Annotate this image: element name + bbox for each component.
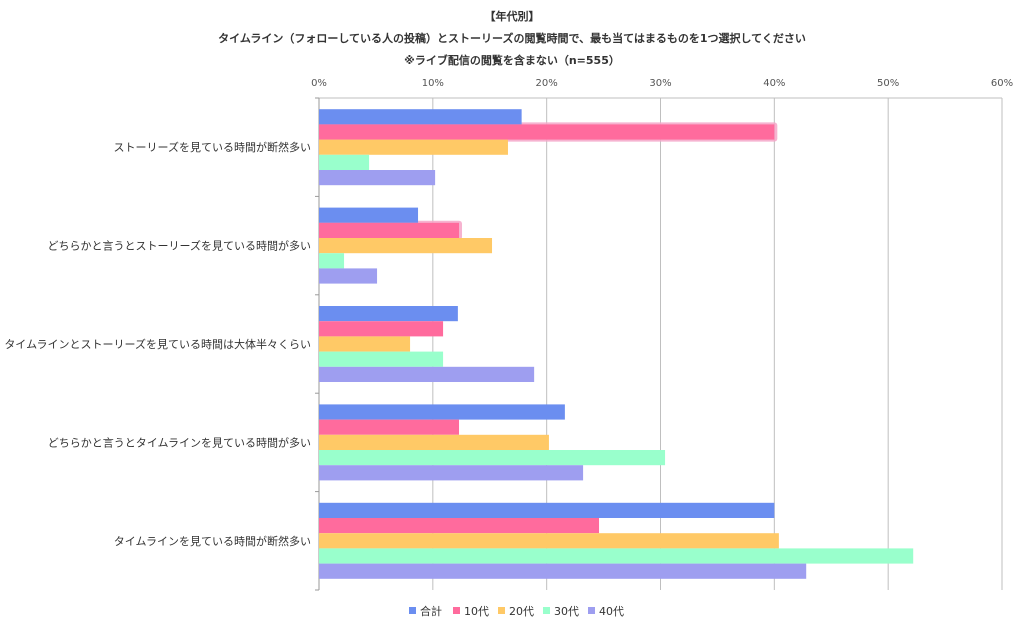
category-label: どちらかと言うとストーリーズを見ている時間が多い xyxy=(48,239,311,253)
chart-title: 【年代別】 xyxy=(485,9,540,23)
x-tick-label: 20% xyxy=(536,78,558,89)
bar xyxy=(319,154,370,170)
category-label: タイムラインとストーリーズを見ている時間は大体半々くらい xyxy=(4,337,311,351)
category-label: タイムラインを見ている時間が断然多い xyxy=(114,534,311,548)
category-labels: ストーリーズを見ている時間が断然多いどちらかと言うとストーリーズを見ている時間が… xyxy=(4,140,311,548)
bar xyxy=(319,533,779,549)
bar xyxy=(319,268,378,284)
legend-label: 10代 xyxy=(464,605,489,618)
legend-swatch xyxy=(543,607,550,614)
bar xyxy=(319,109,522,125)
bar xyxy=(319,253,345,269)
chart-subtitle: タイムライン（フォローしている人の投稿）とストーリーズの閲覧時間で、最も当てはま… xyxy=(218,31,806,45)
legend-label: 30代 xyxy=(554,605,579,618)
legend-swatch xyxy=(588,607,595,614)
bar xyxy=(319,222,460,238)
bar xyxy=(319,563,807,579)
bar xyxy=(319,124,775,140)
bar xyxy=(319,465,584,481)
legend: 合計 10代 20代 30代 40代 xyxy=(409,604,624,618)
bar xyxy=(319,238,493,254)
bar xyxy=(319,336,411,352)
bar xyxy=(319,419,460,435)
bar xyxy=(319,434,549,450)
category-label: ストーリーズを見ている時間が断然多い xyxy=(114,140,311,154)
x-tick-label: 60% xyxy=(991,78,1013,89)
chart-note: ※ライブ配信の閲覧を含まない（n=555） xyxy=(404,53,620,67)
bar xyxy=(319,306,458,322)
legend-label: 20代 xyxy=(509,605,534,618)
bar xyxy=(319,548,914,564)
bar xyxy=(319,518,600,534)
x-tick-label: 30% xyxy=(649,78,671,89)
legend-swatch xyxy=(453,607,460,614)
x-tick-label: 40% xyxy=(763,78,785,89)
bar xyxy=(319,366,535,382)
bar xyxy=(319,170,436,186)
category-label: どちらかと言うとタイムラインを見ている時間が多い xyxy=(48,435,311,449)
bar-layer xyxy=(319,109,914,579)
x-tick-label: 50% xyxy=(877,78,899,89)
bar xyxy=(319,351,444,367)
legend-label: 合計 xyxy=(420,604,442,618)
bar xyxy=(319,404,565,420)
bar xyxy=(319,321,444,337)
bar xyxy=(319,139,508,155)
x-tick-label: 10% xyxy=(422,78,444,89)
x-axis-ticks: 0% 10% 20% 30% 40% 50% 60% xyxy=(311,78,1013,89)
bar xyxy=(319,207,419,223)
legend-label: 40代 xyxy=(599,605,624,618)
bar xyxy=(319,450,666,466)
x-tick-label: 0% xyxy=(311,78,327,89)
bar xyxy=(319,502,775,518)
legend-swatch xyxy=(409,607,416,614)
legend-swatch xyxy=(498,607,505,614)
